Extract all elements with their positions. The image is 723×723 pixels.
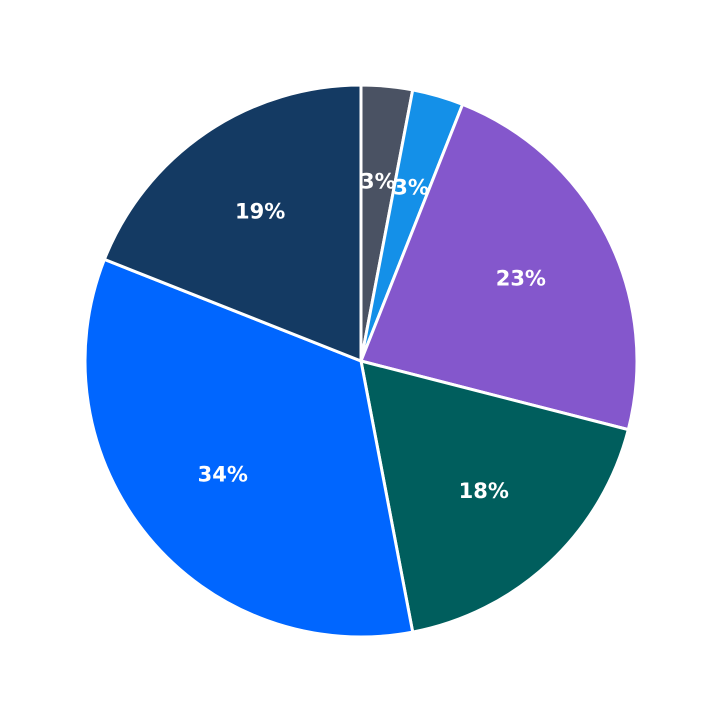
slice-label: 3%: [360, 169, 396, 193]
pie-slice: [359, 359, 630, 634]
slice-label: 3%: [393, 176, 429, 200]
pie-slice: [359, 102, 639, 432]
pie-slice: [102, 83, 363, 363]
slice-label: 23%: [496, 267, 546, 291]
slice-label: 18%: [459, 479, 509, 503]
slice-label: 34%: [198, 462, 248, 486]
pie-slice: [83, 257, 415, 639]
slice-label: 19%: [235, 200, 285, 224]
